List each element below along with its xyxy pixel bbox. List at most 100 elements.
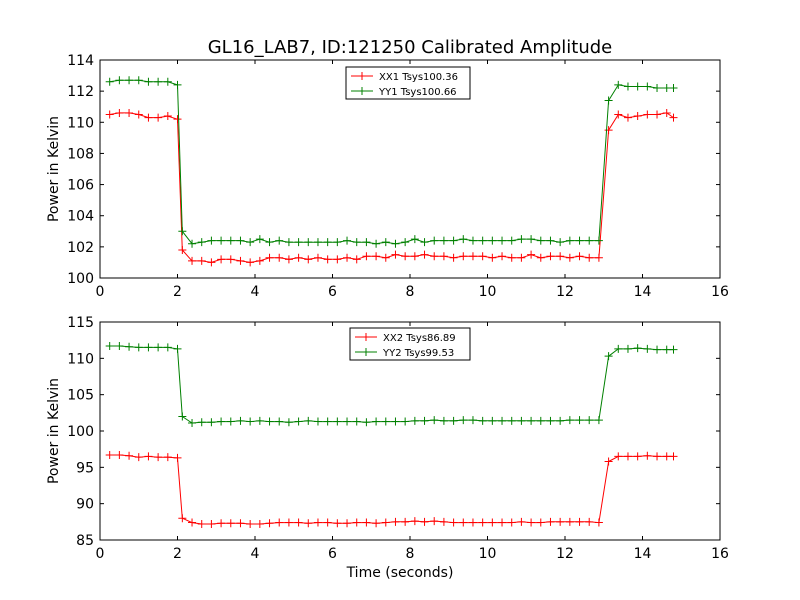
data-point-marker (275, 518, 284, 527)
data-point-marker (144, 113, 153, 122)
data-point-marker (575, 236, 584, 245)
data-point-marker (594, 416, 603, 425)
data-point-marker (478, 252, 487, 261)
data-point-marker (226, 417, 235, 426)
data-point-marker (154, 343, 163, 352)
legend-entry: YY2 Tsys99.53 (382, 348, 454, 359)
data-point-marker (430, 517, 439, 526)
y-tick-label: 108 (67, 146, 94, 162)
data-point-marker (163, 343, 172, 352)
data-point-marker (623, 452, 632, 461)
x-tick-label: 16 (711, 284, 729, 300)
data-point-marker (372, 239, 381, 248)
data-point-marker (323, 238, 332, 247)
legend-marker (362, 348, 370, 356)
data-point-marker (556, 517, 565, 526)
data-point-marker (546, 517, 555, 526)
x-tick-label: 8 (406, 284, 415, 300)
data-point-marker (323, 518, 332, 527)
data-point-marker (488, 416, 497, 425)
data-point-marker (313, 417, 322, 426)
data-point-marker (633, 112, 642, 121)
data-point-marker (653, 345, 662, 354)
x-axis-label: Time (seconds) (346, 565, 454, 581)
x-tick-label: 8 (406, 546, 415, 562)
data-point-marker (439, 252, 448, 261)
data-point-marker (430, 236, 439, 245)
y-tick-label: 95 (76, 460, 94, 476)
data-point-marker (188, 256, 197, 265)
data-point-marker (633, 82, 642, 91)
data-point-marker (313, 238, 322, 247)
data-point-marker (246, 520, 255, 529)
data-point-marker (265, 417, 274, 426)
data-point-marker (565, 253, 574, 262)
y-tick-label: 106 (67, 178, 94, 194)
data-point-marker (410, 252, 419, 261)
data-point-marker (333, 519, 342, 528)
data-point-marker (372, 417, 381, 426)
data-point-marker (217, 417, 226, 426)
data-point-marker (362, 238, 371, 247)
data-point-marker (343, 417, 352, 426)
data-point-marker (134, 453, 143, 462)
data-point-marker (125, 342, 134, 351)
data-point-marker (115, 341, 124, 350)
data-point-marker (284, 418, 293, 427)
data-point-marker (343, 236, 352, 245)
data-point-marker (352, 238, 361, 247)
y-tick-label: 102 (67, 240, 94, 256)
data-point-marker (265, 238, 274, 247)
y-tick-label: 110 (67, 115, 94, 131)
data-point-marker (197, 256, 206, 265)
data-point-marker (265, 253, 274, 262)
data-point-marker (381, 518, 390, 527)
top-subplot: 0 2 4 6 8 10 12 14 16 100 102 104 106 108 110 112 114 Pow… (46, 53, 729, 300)
data-point-marker (623, 344, 632, 353)
data-point-marker (105, 450, 114, 459)
y-tick-label: 110 (67, 351, 94, 367)
data-point-marker (401, 238, 410, 247)
data-point-marker (633, 452, 642, 461)
legend-box (349, 327, 471, 361)
data-point-marker (468, 518, 477, 527)
data-point-marker (188, 239, 197, 248)
data-point-marker (468, 236, 477, 245)
data-point-marker (134, 76, 143, 85)
data-point-marker (352, 518, 361, 527)
data-point-marker (246, 417, 255, 426)
data-point-marker (236, 519, 245, 528)
data-point-marker (488, 253, 497, 262)
data-point-marker (372, 252, 381, 261)
data-point-marker (498, 252, 507, 261)
data-point-marker (115, 450, 124, 459)
data-point-marker (449, 253, 458, 262)
data-point-marker (517, 235, 526, 244)
data-point-marker (333, 417, 342, 426)
data-point-marker (226, 236, 235, 245)
data-point-marker (313, 518, 322, 527)
data-point-marker (614, 452, 623, 461)
legend-box (345, 66, 471, 100)
data-point-marker (546, 416, 555, 425)
x-tick-label: 10 (479, 546, 497, 562)
data-point-marker (105, 341, 114, 350)
legend-entry: XX2 Tsys86.89 (383, 333, 456, 344)
data-point-marker (536, 236, 545, 245)
data-point-marker (488, 518, 497, 527)
x-tick-label: 0 (96, 284, 105, 300)
data-point-marker (643, 82, 652, 91)
data-point-marker (604, 126, 613, 135)
data-point-marker (362, 252, 371, 261)
y-tick-label: 114 (67, 53, 94, 69)
data-point-marker (459, 252, 468, 261)
data-point-marker (197, 520, 206, 529)
data-point-marker (115, 108, 124, 117)
data-point-marker (197, 238, 206, 247)
data-point-marker (178, 412, 187, 421)
data-point-marker (134, 110, 143, 119)
data-point-marker (217, 519, 226, 528)
x-tick-label: 0 (96, 546, 105, 562)
data-point-marker (255, 520, 264, 529)
data-point-marker (507, 236, 516, 245)
